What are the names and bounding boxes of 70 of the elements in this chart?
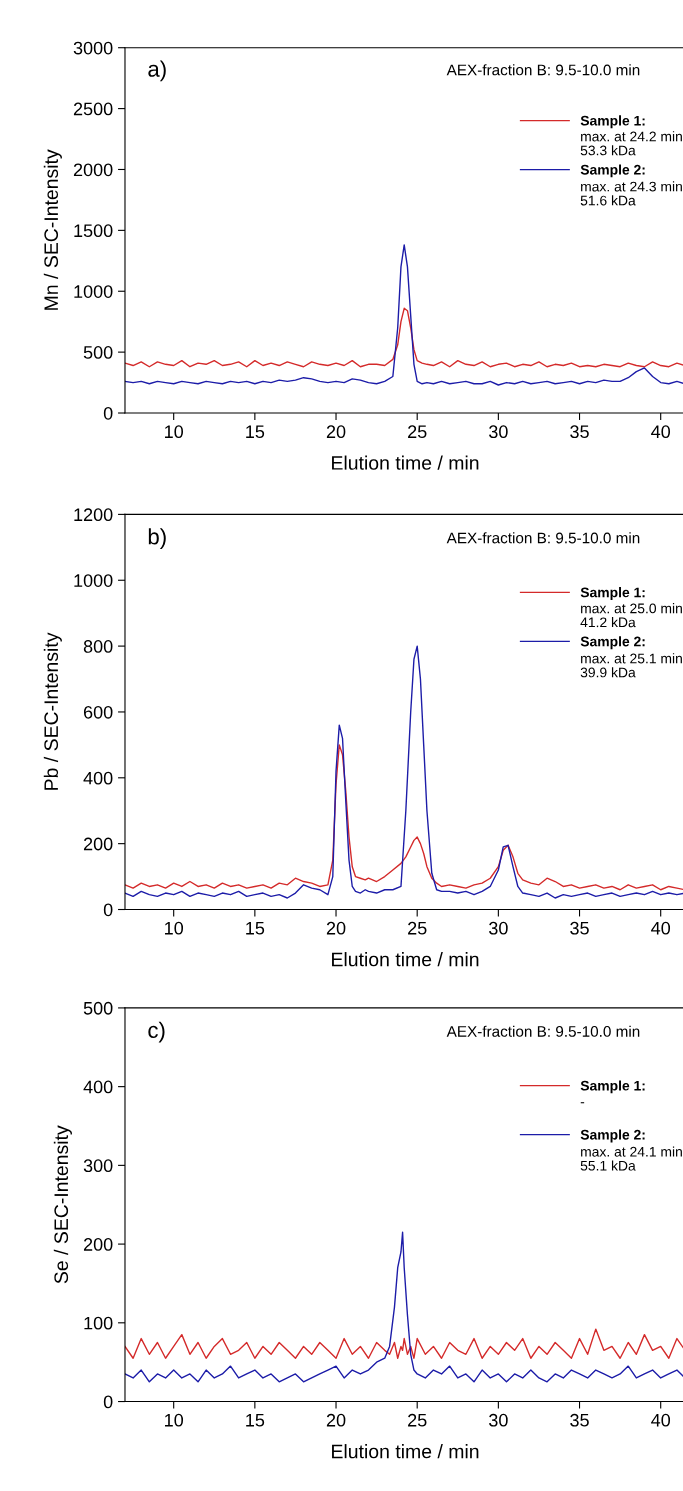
x-tick-label: 30 — [489, 425, 508, 439]
y-tick-label: 100 — [84, 1316, 113, 1330]
y-tick-label: 500 — [83, 1001, 113, 1015]
y-tick-label: 1200 — [74, 508, 113, 522]
x-tick-label: 15 — [246, 1414, 265, 1427]
x-tick-label: 20 — [326, 425, 346, 439]
line-series — [124, 307, 683, 368]
annotation: max. at 25.1 min 39.9 kDa — [580, 653, 682, 678]
x-tick-label: 15 — [246, 425, 265, 439]
annotation: c) — [148, 1021, 165, 1043]
y-tick-label: 0 — [103, 406, 113, 420]
x-tick-label: 35 — [570, 425, 589, 439]
y-axis-title: Pb / SEC-Intensity — [43, 632, 62, 790]
y-tick-label: 2000 — [73, 163, 113, 177]
line-series — [124, 1231, 683, 1383]
y-tick-label: 1000 — [74, 574, 113, 587]
annotation: AEX-fraction B: 9.5-10.0 min — [446, 532, 640, 544]
y-axis-title: Se / SEC-Intensity — [53, 1125, 72, 1284]
x-tick-label: 40 — [651, 1413, 671, 1427]
x-tick-label: 35 — [570, 921, 589, 935]
x-tick-label: 10 — [165, 1413, 184, 1427]
annotation: max. at 25.0 min 41.2 kDa — [580, 603, 682, 628]
y-tick-label: 400 — [83, 771, 113, 785]
x-tick-label: 25 — [408, 425, 427, 439]
y-tick-label: 0 — [103, 1395, 113, 1409]
x-tick-label: 20 — [326, 1413, 346, 1427]
legend-label: Sample 2: — [580, 1129, 645, 1143]
x-tick-label: 20 — [326, 921, 346, 935]
x-tick-label: 25 — [408, 921, 427, 935]
annotation: a) — [148, 60, 166, 82]
x-axis-title: Elution time / min — [332, 455, 479, 470]
x-tick-label: 35 — [570, 1413, 589, 1427]
x-tick-label: 30 — [489, 921, 508, 935]
x-tick-label: 15 — [246, 921, 265, 935]
annotation: - — [580, 1102, 585, 1104]
y-tick-label: 500 — [83, 346, 113, 359]
annotation: max. at 24.2 min 53.3 kDa — [580, 131, 682, 156]
y-tick-label: 200 — [83, 1238, 113, 1251]
legend-label: Sample 1: — [580, 115, 645, 129]
x-tick-label: 25 — [408, 1413, 427, 1427]
x-tick-label: 40 — [651, 921, 671, 935]
legend-label: Sample 1: — [580, 1080, 645, 1094]
annotation: AEX-fraction B: 9.5-10.0 min — [446, 64, 640, 76]
line-series — [124, 1328, 683, 1359]
y-tick-label: 400 — [83, 1080, 113, 1094]
y-axis-title: Mn / SEC-Intensity — [43, 149, 62, 310]
y-tick-label: 1500 — [74, 224, 113, 238]
x-tick-label: 30 — [489, 1413, 508, 1427]
y-tick-label: 2500 — [73, 102, 113, 116]
legend-label: Sample 2: — [580, 636, 645, 650]
y-tick-label: 800 — [83, 640, 113, 653]
x-tick-label: 40 — [651, 425, 671, 439]
legend-label: Sample 1: — [580, 587, 645, 601]
legend-label: Sample 2: — [580, 164, 645, 178]
y-tick-label: 200 — [83, 837, 113, 851]
y-tick-label: 3000 — [73, 41, 113, 55]
y-tick-label: 300 — [83, 1159, 113, 1173]
x-tick-label: 10 — [165, 921, 184, 935]
y-tick-label: 0 — [103, 903, 113, 917]
x-axis-title: Elution time / min — [332, 952, 479, 967]
line-series — [124, 744, 683, 891]
line-series — [124, 244, 683, 386]
annotation: max. at 24.3 min 51.6 kDa — [580, 181, 682, 206]
annotation: max. at 24.1 min 55.1 kDa — [580, 1146, 682, 1171]
annotation: b) — [148, 528, 166, 549]
x-tick-label: 10 — [165, 425, 184, 439]
x-axis-title: Elution time / min — [332, 1444, 479, 1459]
annotation: AEX-fraction B: 9.5-10.0 min — [446, 1025, 640, 1037]
y-tick-label: 600 — [83, 705, 113, 719]
y-tick-label: 1000 — [74, 285, 113, 298]
